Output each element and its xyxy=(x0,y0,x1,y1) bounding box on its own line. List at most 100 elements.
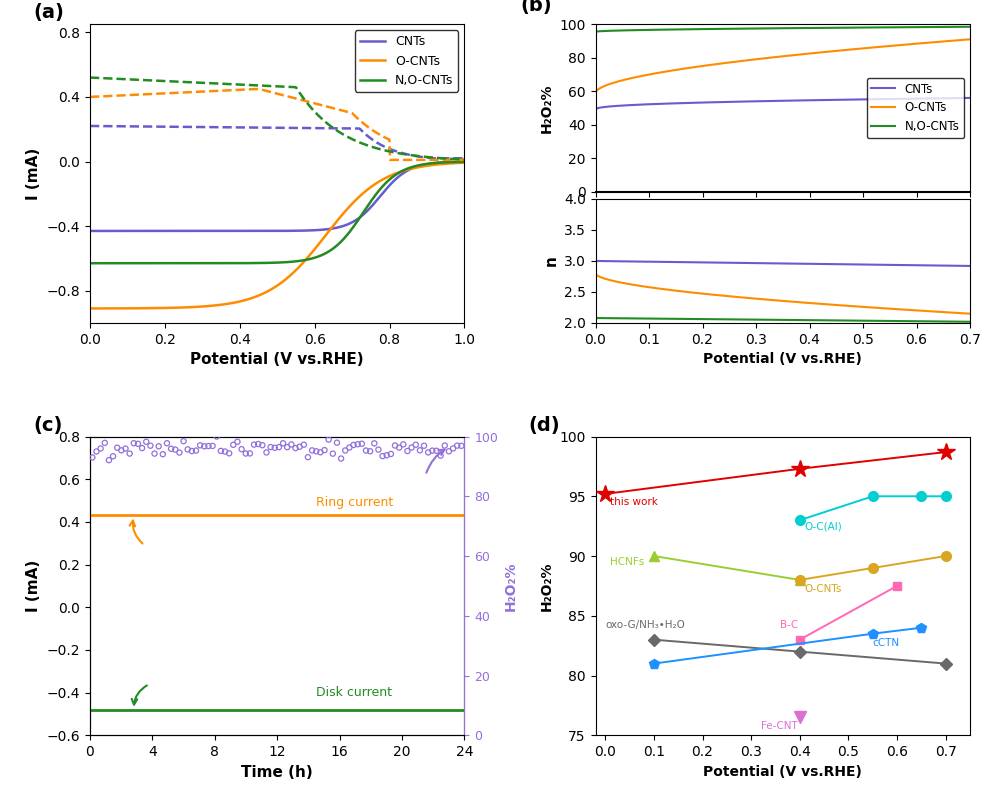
Point xyxy=(267,441,283,454)
Point xyxy=(151,440,167,452)
Point xyxy=(387,439,403,452)
Point xyxy=(341,441,357,454)
Point xyxy=(300,451,316,464)
Point xyxy=(424,444,440,457)
Point xyxy=(428,444,444,457)
X-axis label: Potential (V vs.RHE): Potential (V vs.RHE) xyxy=(703,352,862,366)
Text: this work: this work xyxy=(610,497,658,507)
Point xyxy=(366,437,382,450)
Point xyxy=(350,438,366,451)
Point xyxy=(163,442,179,455)
Point xyxy=(238,447,254,460)
Point xyxy=(321,433,337,446)
Point xyxy=(375,449,391,462)
Point xyxy=(118,442,134,455)
Y-axis label: I (mA): I (mA) xyxy=(26,560,41,612)
Point xyxy=(404,441,420,454)
Point xyxy=(101,453,117,466)
Point xyxy=(346,439,362,452)
Point xyxy=(97,436,113,449)
Point xyxy=(271,440,287,453)
Text: cCTN: cCTN xyxy=(873,638,900,648)
Point xyxy=(88,445,104,458)
Legend: CNTs, O-CNTs, N,O-CNTs: CNTs, O-CNTs, N,O-CNTs xyxy=(867,78,964,138)
Point xyxy=(200,440,216,452)
Point xyxy=(188,444,204,457)
Point xyxy=(449,439,465,452)
Point xyxy=(171,446,187,459)
Point xyxy=(333,452,349,465)
Text: O-CNTs: O-CNTs xyxy=(805,584,842,595)
Point xyxy=(192,439,208,452)
Point xyxy=(275,437,291,450)
Point xyxy=(155,448,171,461)
Y-axis label: H₂O₂%: H₂O₂% xyxy=(504,561,518,611)
Y-axis label: n: n xyxy=(543,255,558,267)
Point xyxy=(329,436,345,449)
Text: Disk current: Disk current xyxy=(316,686,392,699)
Point xyxy=(134,442,150,455)
Point xyxy=(250,438,266,451)
Point xyxy=(292,440,308,453)
Point xyxy=(205,440,221,452)
Text: HCNFs: HCNFs xyxy=(610,557,644,567)
Y-axis label: H₂O₂%: H₂O₂% xyxy=(540,83,554,133)
Point xyxy=(279,440,295,453)
Point xyxy=(304,444,320,457)
Point xyxy=(109,441,125,454)
Point xyxy=(383,448,399,461)
Y-axis label: I (mA): I (mA) xyxy=(26,148,41,200)
Point xyxy=(283,438,299,451)
Text: oxo-G/NH₃•H₂O: oxo-G/NH₃•H₂O xyxy=(605,621,685,630)
Point xyxy=(263,440,279,453)
Point xyxy=(308,445,324,458)
Point xyxy=(337,444,353,457)
Point xyxy=(408,438,424,451)
Point xyxy=(126,437,142,450)
Point xyxy=(358,444,374,457)
Text: (a): (a) xyxy=(34,3,65,23)
Point xyxy=(254,439,270,452)
Point xyxy=(142,440,158,452)
Point xyxy=(105,450,121,463)
Point xyxy=(196,440,212,452)
Point xyxy=(225,438,241,451)
Point xyxy=(399,444,415,457)
Point xyxy=(441,445,457,458)
Point xyxy=(370,443,386,456)
Point xyxy=(84,451,100,464)
Point xyxy=(288,442,304,455)
Y-axis label: H₂O₂%: H₂O₂% xyxy=(540,561,554,611)
X-axis label: Potential (V vs.RHE): Potential (V vs.RHE) xyxy=(190,352,364,368)
Point xyxy=(412,444,428,457)
Text: Fe-CNT: Fe-CNT xyxy=(761,721,798,730)
Point xyxy=(416,440,432,452)
Point xyxy=(180,443,196,456)
Point xyxy=(362,444,378,457)
Point xyxy=(433,449,449,462)
Text: Ring current: Ring current xyxy=(316,496,393,509)
Point xyxy=(184,444,200,457)
Point xyxy=(312,446,328,459)
Point xyxy=(296,438,312,451)
Point xyxy=(138,436,154,448)
Point xyxy=(229,436,245,448)
Point xyxy=(258,446,274,459)
Legend: CNTs, O-CNTs, N,O-CNTs: CNTs, O-CNTs, N,O-CNTs xyxy=(355,31,458,92)
Point xyxy=(209,430,225,443)
Point xyxy=(379,448,395,461)
Point xyxy=(147,447,163,460)
Text: (b): (b) xyxy=(521,0,552,15)
Point xyxy=(391,441,407,454)
Point xyxy=(325,447,341,460)
Point xyxy=(176,435,192,448)
Point xyxy=(93,442,109,455)
Point xyxy=(453,440,469,452)
Point xyxy=(130,437,146,450)
Point xyxy=(437,439,453,452)
Point xyxy=(445,442,461,455)
Point xyxy=(242,447,258,460)
Text: O-C(Al): O-C(Al) xyxy=(805,521,842,531)
Point xyxy=(234,443,250,456)
Text: B-C: B-C xyxy=(780,621,799,630)
